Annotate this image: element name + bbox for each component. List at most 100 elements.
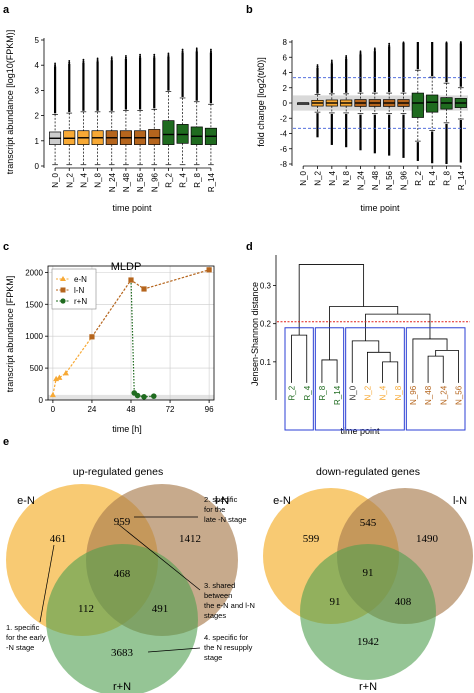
xtick-label: R_4 [428,170,437,185]
xtick-label: R_2 [164,172,173,187]
line-eN [52,336,93,396]
leaf-label: R_8 [318,385,327,400]
dendrogram-link [427,355,444,383]
panel-a-ylabel: transcript abundance [log10(FPKM)] [5,30,15,175]
xtick-label: N_48 [371,170,380,190]
outlier-point [195,47,198,50]
outlier-point [445,41,448,44]
panel-b-xlabel: time point [360,203,400,213]
outlier-point [153,53,156,56]
dendrogram-link [435,349,459,383]
panel-label-b: b [246,4,253,16]
dendrogram-link [291,334,308,383]
xtick-label: 96 [205,405,214,414]
outlier-point [139,55,141,58]
arrow-annot-3 [117,523,201,591]
venn-down-title: down-regulated genes [316,466,420,478]
venn-down-circle-rN [300,544,436,680]
box-R_2 [162,120,175,145]
xtick-label: N_24 [357,170,366,190]
leaf-label: R_2 [288,385,297,400]
box-R_4 [426,94,439,113]
ytick-label: 0.3 [260,282,272,291]
venn-down-label-rN: r+N [359,681,377,693]
outlier-point [125,54,127,57]
xtick-label: R_14 [457,170,466,190]
legend-box [51,268,97,310]
panel-c-title: MLDP [111,261,142,273]
cluster-box [405,327,466,431]
ytick-label: 0.1 [260,358,272,367]
xtick-label: 0 [51,405,56,414]
outlier-point [54,62,56,65]
outlier-point [330,61,333,63]
venn-down-num-eN: 599 [303,533,320,545]
ytick-label: 1000 [25,332,43,341]
legend-label: r+N [74,297,87,306]
marker-l-N [206,267,212,273]
venn-down: down-regulated genes e-N l-N r+N 599 149… [263,466,473,693]
outlier-point [68,60,71,62]
venn-up-num-lN: 1412 [179,533,201,545]
panel-b-ylabel: fold change [log2(t/t0)] [256,57,266,147]
outlier-point [316,64,319,66]
outlier-point [139,53,141,56]
ytick-label: 4 [35,61,40,70]
legend-marker [60,298,66,304]
legend-label: e-N [74,275,87,284]
dendrogram-link [412,338,448,383]
panel-c: c MLDP transcript abundance [FPKM] time … [3,241,215,434]
outlier-point [82,58,85,61]
dendrogram-link [321,359,338,383]
ytick-label: 4 [283,69,288,78]
venn-down-label-lN: l-N [453,495,467,507]
outlier-point [345,54,348,57]
xtick-label: N_0 [299,170,308,185]
marker-e-N [56,374,63,380]
outlier-point [110,57,113,60]
ytick-label: -6 [280,145,288,154]
ytick-label: 0.2 [260,320,272,329]
dendrogram-link [382,361,399,383]
xtick-label: N_2 [314,170,323,185]
cluster-box [284,327,314,431]
xtick-label: N_56 [385,170,394,190]
venn-down-num-lN: 1490 [416,533,439,545]
outlier-point [359,50,362,53]
xtick-label: N_96 [400,170,409,190]
box-N_96 [148,129,161,145]
leaf-label: N_24 [439,385,448,405]
ytick-label: 2 [283,84,288,93]
xtick-label: N_48 [122,172,131,192]
venn-down-num-eN-lN: 545 [360,517,377,529]
leaf-label: N_4 [379,385,388,400]
marker-l-N [89,334,95,340]
outlier-point [316,65,319,68]
venn-up-num-eN: 461 [50,533,67,545]
xtick-label: R_4 [179,172,188,187]
ytick-label: 5 [35,36,40,45]
legend-label: l-N [74,286,84,295]
arrow-annot-4 [147,647,201,653]
marker-e-N [62,370,69,376]
annot-4: 4. specific for the N resupply stage [204,633,254,662]
panel-label-c: c [3,241,9,253]
outlier-point [330,59,333,62]
annot-3: 3. shared between the e-N and l-N stages [204,581,257,620]
outlier-point [345,56,348,59]
venn-up-title: up-regulated genes [73,466,164,478]
dendrogram-link [351,340,380,383]
leaf-label: N_48 [424,385,433,405]
xtick-label: R_2 [414,170,423,185]
venn-up-num-lN-rN: 491 [152,603,169,615]
arrow-annot-1 [39,544,55,623]
xtick-label: 48 [127,405,136,414]
venn-up-circle-rN [46,544,198,693]
outlier-point [167,54,170,56]
outlier-point [82,60,85,63]
venn-down-label-eN: e-N [273,495,291,507]
cluster-box [345,327,405,431]
outlier-point [167,52,170,55]
ytick-label: 0 [39,396,44,405]
panel-c-ylabel: transcript abundance [FPKM] [5,276,15,393]
